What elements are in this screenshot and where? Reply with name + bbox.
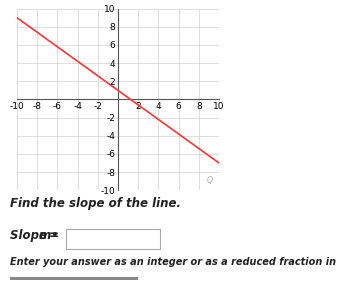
Text: Slope •: Slope • — [10, 229, 63, 242]
Text: Q: Q — [207, 176, 213, 185]
Text: =: = — [45, 229, 60, 242]
Text: Find the slope of the line.: Find the slope of the line. — [10, 197, 181, 210]
Text: m: m — [39, 229, 51, 242]
Text: Enter your answer as an integer or as a reduced fraction in the form A/B.: Enter your answer as an integer or as a … — [10, 257, 337, 267]
